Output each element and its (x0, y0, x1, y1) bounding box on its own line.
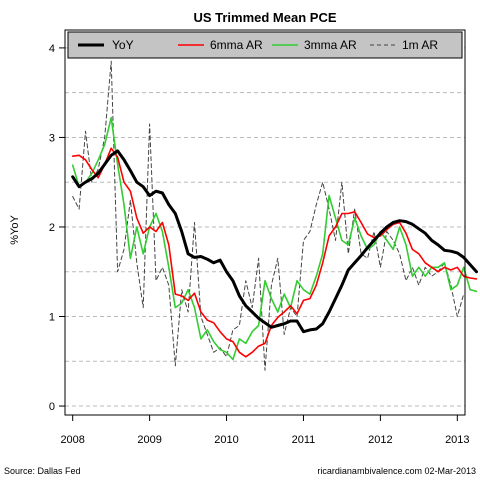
y-tick-label: 2 (49, 222, 55, 234)
series-line-1m-ar (72, 60, 465, 371)
legend-label: 3mma AR (304, 38, 357, 52)
plot-lines (71, 60, 478, 371)
y-tick-label: 4 (49, 43, 55, 55)
y-tick-label: 1 (49, 312, 55, 324)
legend-box (67, 31, 463, 59)
credit-note: ricardianambivalence.com 02-Mar-2013 (317, 466, 476, 476)
x-tick-label: 2012 (368, 434, 392, 446)
series-line-yoy (71, 149, 478, 334)
legend-label: 6mma AR (210, 38, 263, 52)
gridlines (65, 47, 465, 407)
series-line-6mma-ar (71, 147, 478, 358)
series-line-3mma-ar (71, 116, 478, 361)
legend-label: 1m AR (402, 38, 438, 52)
x-tick-label: 2010 (214, 434, 238, 446)
legend-label: YoY (112, 38, 134, 52)
y-axis-label: %YoY (9, 215, 21, 245)
x-tick-label: 2009 (137, 434, 161, 446)
x-tick-label: 2013 (445, 434, 469, 446)
source-note: Source: Dallas Fed (4, 466, 81, 476)
plot-frame (64, 29, 466, 416)
y-tick-label: 3 (49, 132, 55, 144)
x-tick-label: 2011 (292, 434, 316, 446)
x-tick-label: 2008 (60, 434, 84, 446)
chart-title: US Trimmed Mean PCE (193, 10, 336, 25)
legend: YoY 6mma AR 3mma AR 1m AR (67, 31, 463, 59)
y-tick-label: 0 (49, 401, 55, 413)
axes: 0 1 2 3 4 2008 2009 2010 2011 2012 2013 (49, 43, 470, 446)
